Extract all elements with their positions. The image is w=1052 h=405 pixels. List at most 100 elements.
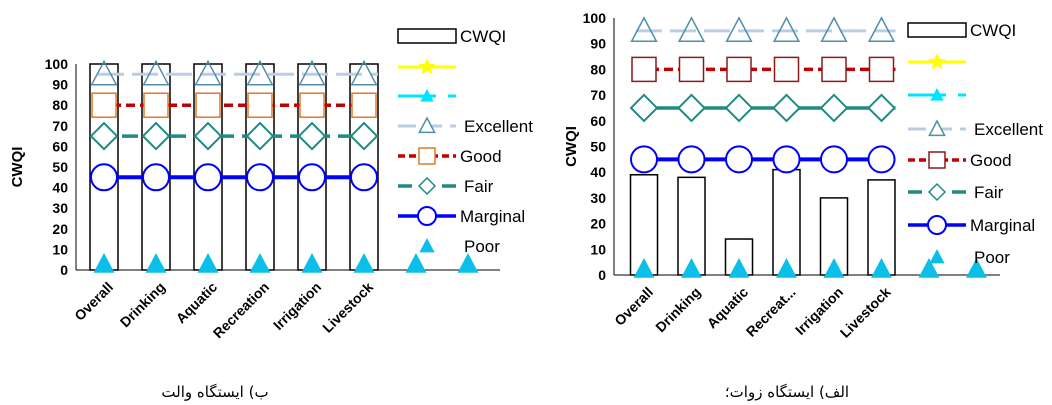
fair-marker <box>724 93 754 123</box>
y-tick-label: 70 <box>52 118 68 134</box>
legend-fair-icon <box>417 176 437 196</box>
legend-fair-label: Fair <box>464 177 494 196</box>
legend-marginal-icon <box>417 206 437 226</box>
good-marker <box>726 56 752 83</box>
y-tick-label: 90 <box>52 77 68 93</box>
legend-poor-icon <box>419 238 435 253</box>
x-category-label: Irrigation <box>270 279 324 333</box>
marginal-marker <box>90 163 118 192</box>
y-tick-label: 30 <box>590 190 606 206</box>
marginal-marker <box>298 163 326 192</box>
poor-marker <box>197 253 219 273</box>
y-tick-label: 80 <box>52 97 68 113</box>
legend-excellent-icon <box>928 119 946 137</box>
good-marker <box>247 92 273 118</box>
y-tick-label: 0 <box>598 267 606 283</box>
excellent-marker <box>820 16 848 42</box>
excellent-marker <box>142 59 170 86</box>
poor-marker <box>353 253 375 273</box>
poor-marker <box>871 258 892 278</box>
y-tick-label: 20 <box>590 216 606 232</box>
legend-good-icon <box>928 151 946 169</box>
poor-marker <box>249 253 271 273</box>
y-tick-label: 30 <box>52 200 68 216</box>
marginal-marker <box>630 145 658 174</box>
fair-marker <box>141 121 171 151</box>
excellent-marker <box>90 59 118 86</box>
poor-marker <box>966 258 987 278</box>
legend-cwqi-swatch <box>397 28 457 44</box>
legend-poor-label: Poor <box>464 237 500 256</box>
good-marker <box>195 92 221 118</box>
poor-marker <box>145 253 167 273</box>
y-tick-label: 70 <box>590 87 606 103</box>
legend-cwqi-label: CWQI <box>970 21 1016 40</box>
legend-fair-label: Fair <box>974 183 1004 202</box>
x-category-label: Drinking <box>117 279 168 330</box>
x-category-label: Aquatic <box>173 279 221 327</box>
poor-marker <box>728 258 750 278</box>
excellent-marker <box>677 16 706 42</box>
legend-poor-icon <box>929 249 945 264</box>
good-marker <box>773 56 800 83</box>
y-tick-label: 20 <box>52 221 68 237</box>
legend-marginal-label: Marginal <box>970 216 1035 235</box>
fair-marker <box>629 93 659 123</box>
legend-good-label: Good <box>970 151 1012 170</box>
x-category-label: Aquatic <box>704 284 752 332</box>
excellent-marker <box>725 16 753 42</box>
y-tick-label: 50 <box>52 159 68 175</box>
good-marker <box>631 56 657 83</box>
y-tick-label: 10 <box>590 241 606 257</box>
legend-cwqi-swatch <box>907 22 967 38</box>
marginal-marker <box>350 163 378 192</box>
legend-good-label: Good <box>460 147 502 166</box>
excellent-marker <box>867 16 896 42</box>
legend-cyan-triangle-icon <box>420 89 434 102</box>
caption-left: ب) ایستگاه والت <box>161 383 268 401</box>
fair-marker <box>819 93 849 123</box>
legend-cwqi-label: CWQI <box>460 27 506 46</box>
legend-fair-icon <box>927 182 947 202</box>
legend-star-icon <box>928 53 946 70</box>
good-marker <box>868 56 895 83</box>
caption-right: الف) ایستگاه زوات؛ <box>725 383 849 401</box>
legend-star-icon <box>418 58 436 75</box>
marginal-marker <box>142 163 170 192</box>
fair-marker <box>867 93 896 123</box>
excellent-marker <box>350 59 378 86</box>
fair-marker <box>245 121 275 151</box>
good-marker <box>351 92 377 118</box>
x-category-label: Livestock <box>837 284 894 341</box>
legend-poor-label: Poor <box>974 248 1010 267</box>
marginal-marker <box>246 163 274 192</box>
poor-marker <box>633 258 655 278</box>
excellent-marker <box>298 59 326 86</box>
x-category-label: Overall <box>611 284 656 329</box>
legend-excellent-icon <box>418 116 436 134</box>
marginal-marker <box>194 163 222 192</box>
fair-marker <box>772 93 801 123</box>
excellent-marker <box>246 59 274 86</box>
y-tick-label: 80 <box>590 61 606 77</box>
good-marker <box>91 92 117 118</box>
poor-marker <box>405 253 427 273</box>
good-marker <box>299 92 325 118</box>
good-marker <box>821 56 847 83</box>
legend-cyan-triangle-icon <box>930 88 944 101</box>
excellent-marker <box>772 16 801 42</box>
poor-marker <box>457 253 479 273</box>
marginal-marker <box>820 145 848 174</box>
fair-marker <box>349 121 379 151</box>
y-tick-label: 60 <box>590 113 606 129</box>
poor-marker <box>301 253 323 273</box>
legend-marginal-icon <box>927 215 947 235</box>
y-tick-label: 0 <box>60 262 68 278</box>
chart-left-valt: 0 10 20 30 40 50 60 70 80 90 100 CWQI Overall Drinkin… <box>9 27 533 341</box>
y-tick-label: 60 <box>52 138 68 154</box>
fair-marker <box>297 121 327 151</box>
y-tick-label: 100 <box>583 10 607 26</box>
legend-marginal-label: Marginal <box>460 207 525 226</box>
fair-marker <box>193 121 223 151</box>
